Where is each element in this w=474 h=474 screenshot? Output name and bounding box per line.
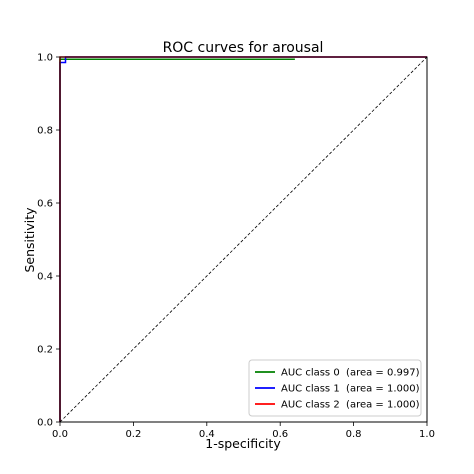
y-tick-label: 0.2 bbox=[37, 345, 53, 356]
legend-box bbox=[248, 359, 422, 417]
plot-frame bbox=[59, 56, 428, 423]
x-tick-label: 0.4 bbox=[199, 429, 215, 440]
x-axis-label: 1-specificity bbox=[205, 436, 281, 451]
x-tick-label: 0.6 bbox=[272, 429, 288, 440]
x-axis-ticks: 0.0 0.2 0.4 0.6 0.8 1.0 bbox=[52, 422, 435, 440]
y-axis-ticks: 0.0 0.2 0.4 0.6 0.8 1.0 bbox=[37, 53, 60, 429]
chart-title: ROC curves for arousal bbox=[163, 40, 324, 56]
x-tick-label: 0.0 bbox=[52, 429, 68, 440]
legend-entry-label: AUC class 2 (area = 1.000) bbox=[281, 400, 420, 411]
x-tick-label: 1.0 bbox=[419, 429, 435, 440]
y-tick-label: 0.0 bbox=[37, 418, 53, 429]
y-tick-label: 1.0 bbox=[37, 53, 53, 64]
x-tick-label: 0.2 bbox=[125, 429, 141, 440]
chance-diagonal-line bbox=[59, 56, 428, 423]
y-tick-label: 0.6 bbox=[37, 199, 53, 210]
legend-entry-label: AUC class 1 (area = 1.000) bbox=[281, 384, 420, 395]
y-axis-label: Sensitivity bbox=[22, 207, 37, 273]
x-tick-label: 0.8 bbox=[346, 429, 362, 440]
y-tick-label: 0.4 bbox=[37, 272, 53, 283]
legend-entry-label: AUC class 0 (area = 0.997) bbox=[281, 368, 420, 379]
legend: AUC class 0 (area = 0.997) AUC class 1 (a… bbox=[248, 359, 422, 417]
y-tick-label: 0.8 bbox=[37, 126, 53, 137]
